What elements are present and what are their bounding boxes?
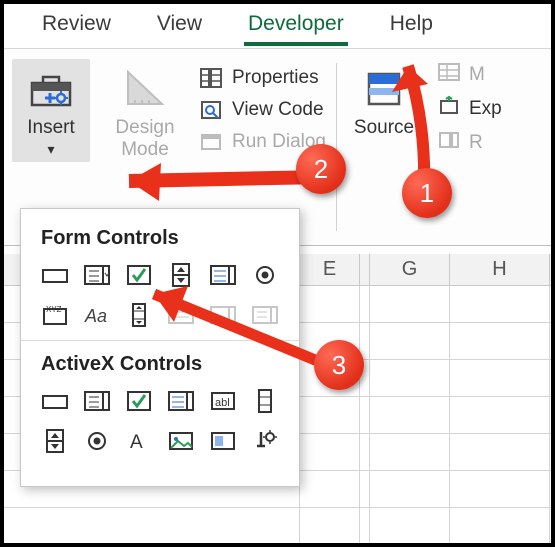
tab-review[interactable]: Review <box>38 10 115 44</box>
chevron-down-icon: ▾ <box>47 141 54 158</box>
view-code-icon <box>198 98 224 122</box>
design-mode-label: Design Mode <box>115 117 174 161</box>
ax-combo-icon[interactable] <box>81 386 113 416</box>
ax-button-icon[interactable] <box>39 386 71 416</box>
ax-option-icon[interactable] <box>81 426 113 456</box>
toolbox-icon <box>26 65 76 113</box>
ruler-triangle-icon <box>120 65 170 113</box>
refresh-label: R <box>469 132 483 154</box>
annotation-badge-2: 2 <box>296 144 346 194</box>
svg-text:abl: abl <box>215 397 230 409</box>
properties-button[interactable]: Properties <box>196 65 328 91</box>
svg-text:A: A <box>130 432 143 453</box>
svg-text:Aa: Aa <box>84 306 107 326</box>
form-label-icon[interactable]: Aa <box>81 300 113 330</box>
ax-scrollbar-icon[interactable] <box>249 386 281 416</box>
properties-label: Properties <box>232 67 319 89</box>
tab-view[interactable]: View <box>153 10 206 44</box>
insert-label: Insert <box>27 117 75 139</box>
view-code-label: View Code <box>232 99 324 121</box>
tab-developer[interactable]: Developer <box>244 10 348 44</box>
ribbon-tabs: Review View Developer Help <box>4 4 551 48</box>
annotation-badge-1: 1 <box>402 168 452 218</box>
tab-help[interactable]: Help <box>386 10 437 44</box>
expansion-label: Exp <box>469 98 502 120</box>
ax-listbox-icon[interactable] <box>165 386 197 416</box>
arrow-2 <box>89 159 329 209</box>
ax-toggle-icon[interactable] <box>207 426 239 456</box>
ax-checkbox-icon[interactable] <box>123 386 155 416</box>
design-mode-button[interactable]: Design Mode <box>106 59 184 165</box>
run-dialog-icon <box>198 130 224 154</box>
form-groupbox-icon[interactable]: XYZ <box>39 300 71 330</box>
view-code-button[interactable]: View Code <box>196 97 328 123</box>
col-head-h[interactable]: H <box>450 254 550 285</box>
form-combo-icon[interactable] <box>81 260 113 290</box>
ax-image-icon[interactable] <box>165 426 197 456</box>
svg-text:XYZ: XYZ <box>46 305 62 314</box>
form-button-icon[interactable] <box>39 260 71 290</box>
map-properties-label: M <box>469 64 485 86</box>
annotation-badge-3: 3 <box>314 340 364 390</box>
ax-textbox-icon[interactable]: abl <box>207 386 239 416</box>
ax-more-icon[interactable] <box>249 426 281 456</box>
insert-button[interactable]: Insert ▾ <box>12 59 90 162</box>
col-head-g[interactable]: G <box>370 254 450 285</box>
properties-icon <box>198 66 224 90</box>
ax-label-icon[interactable]: A <box>123 426 155 456</box>
form-controls-header: Form Controls <box>41 227 285 250</box>
ax-spin-icon[interactable] <box>39 426 71 456</box>
